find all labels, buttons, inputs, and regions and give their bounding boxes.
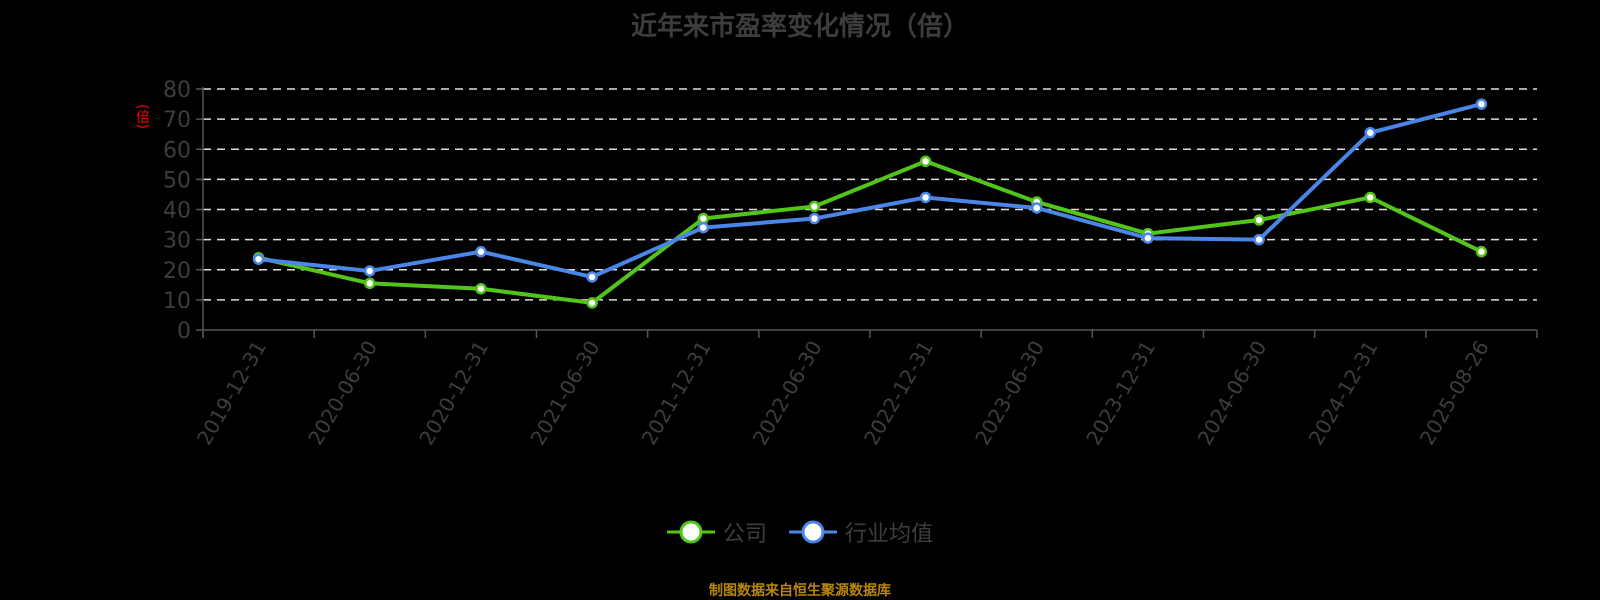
x-tick-label: 2024-06-30 bbox=[1193, 337, 1272, 450]
company-line bbox=[258, 159, 1483, 305]
x-tick-label: 2021-06-30 bbox=[526, 337, 605, 450]
x-tick-label: 2019-12-31 bbox=[192, 337, 271, 450]
x-tick-label: 2025-08-26 bbox=[1415, 337, 1494, 450]
legend-label-company: 公司 bbox=[722, 522, 767, 547]
x-tick-label: 2021-12-31 bbox=[637, 337, 716, 450]
company-data-point[interactable] bbox=[697, 212, 709, 225]
x-tick-label: 2022-06-30 bbox=[748, 337, 827, 450]
company-data-point[interactable] bbox=[475, 282, 487, 295]
industry-data-point[interactable] bbox=[1253, 233, 1265, 246]
y-tick-label: 80 bbox=[163, 78, 191, 103]
legend-item-company[interactable]: 公司 bbox=[666, 516, 767, 548]
y-axis-ticks: 0 10 20 30 40 50 60 70 80 bbox=[163, 78, 203, 344]
y-tick-label: 70 bbox=[163, 108, 191, 133]
legend-item-industry[interactable]: 行业均值 bbox=[789, 516, 933, 548]
chart-title: 近年来市盈率变化情况（倍） bbox=[630, 12, 969, 42]
legend-label-industry: 行业均值 bbox=[845, 522, 934, 547]
industry-data-point[interactable] bbox=[1142, 232, 1154, 244]
y-axis-label: (倍) bbox=[134, 104, 150, 129]
industry-data-point[interactable] bbox=[1031, 202, 1043, 214]
x-tick-label: 2020-06-30 bbox=[303, 337, 382, 450]
x-tick-label: 2020-12-31 bbox=[414, 336, 493, 449]
y-tick-label: 20 bbox=[163, 259, 191, 284]
industry-data-point[interactable] bbox=[697, 221, 709, 234]
grid-lines bbox=[203, 88, 1537, 301]
x-tick-label: 2024-12-31 bbox=[1304, 337, 1383, 450]
y-tick-label: 30 bbox=[163, 229, 191, 254]
series-lines bbox=[252, 98, 1488, 309]
legend: 公司 行业均值 bbox=[0, 516, 1600, 548]
y-tick-label: 10 bbox=[163, 289, 191, 314]
y-tick-label: 60 bbox=[163, 138, 191, 163]
industry-data-point[interactable] bbox=[1475, 98, 1488, 110]
y-tick-label: 50 bbox=[163, 168, 191, 193]
company-data-point[interactable] bbox=[919, 155, 932, 168]
company-data-point[interactable] bbox=[364, 277, 376, 290]
industry-data-point[interactable] bbox=[475, 245, 487, 258]
industry-data-point[interactable] bbox=[364, 265, 376, 277]
industry-data-point[interactable] bbox=[586, 271, 598, 283]
industry-data-point[interactable] bbox=[252, 253, 265, 265]
y-tick-label: 0 bbox=[177, 319, 191, 344]
industry-data-point[interactable] bbox=[919, 191, 932, 204]
company-data-point[interactable] bbox=[1253, 214, 1265, 226]
x-axis-ticks: 2019-12-31 2020-06-30 2020-12-31 2021-06-30… bbox=[192, 330, 1538, 450]
data-source-footer: 制图数据来自恒生聚源数据库 bbox=[709, 583, 891, 599]
industry-data-point[interactable] bbox=[1364, 126, 1376, 139]
industry-series-marker-icon bbox=[789, 520, 837, 544]
company-series-marker-icon bbox=[666, 520, 715, 544]
company-data-point[interactable] bbox=[1364, 191, 1376, 204]
industry-data-point[interactable] bbox=[808, 212, 821, 225]
y-tick-label: 40 bbox=[163, 199, 191, 224]
company-data-point[interactable] bbox=[1475, 245, 1488, 258]
x-tick-label: 2022-12-31 bbox=[859, 336, 938, 449]
industry-line bbox=[258, 102, 1482, 279]
company-data-point[interactable] bbox=[586, 297, 598, 309]
x-tick-label: 2023-06-30 bbox=[970, 337, 1049, 450]
company-data-point[interactable] bbox=[808, 200, 821, 213]
x-tick-label: 2023-12-31 bbox=[1081, 337, 1160, 450]
